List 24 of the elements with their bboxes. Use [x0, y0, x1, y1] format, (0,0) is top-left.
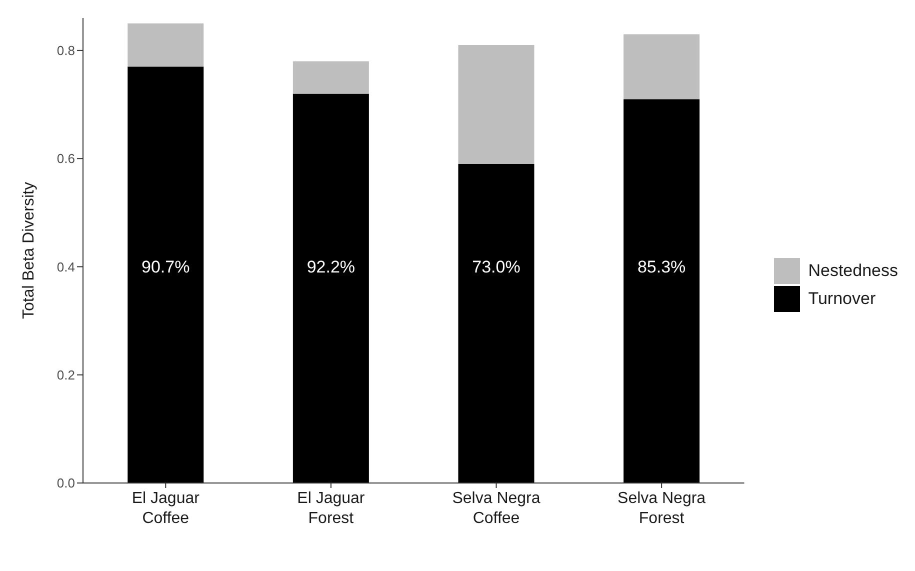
annotation: 92.2% [306, 258, 356, 276]
annotation: 85.3% [637, 258, 686, 276]
y-tick-label: 0.2 [56, 367, 75, 382]
x-tick-label: El Jaguar Forest [297, 490, 366, 527]
x-tick-label: Selva Negra Coffee [452, 490, 540, 527]
y-tick-label: 0.0 [56, 476, 75, 491]
bar [458, 164, 534, 483]
bar [128, 66, 204, 483]
legend-label: Nestedness [808, 260, 898, 280]
y-tick-label: 0.4 [56, 259, 75, 274]
x-tick-label: El Jaguar Coffee [132, 490, 200, 527]
bar [458, 45, 534, 164]
y-axis-title: Total Beta Diversity [20, 182, 38, 319]
bar [624, 99, 700, 483]
annotation: 73.0% [472, 258, 520, 276]
bar [292, 94, 369, 483]
bar [292, 61, 369, 94]
bar [128, 23, 204, 67]
x-tick-label: Selva Negra Forest [618, 490, 706, 527]
y-tick-label: 0.6 [56, 151, 75, 166]
y-tick-label: 0.8 [56, 43, 75, 58]
legend-label: Turnover [808, 288, 876, 308]
annotation: 90.7% [142, 258, 190, 276]
bar [624, 34, 700, 100]
